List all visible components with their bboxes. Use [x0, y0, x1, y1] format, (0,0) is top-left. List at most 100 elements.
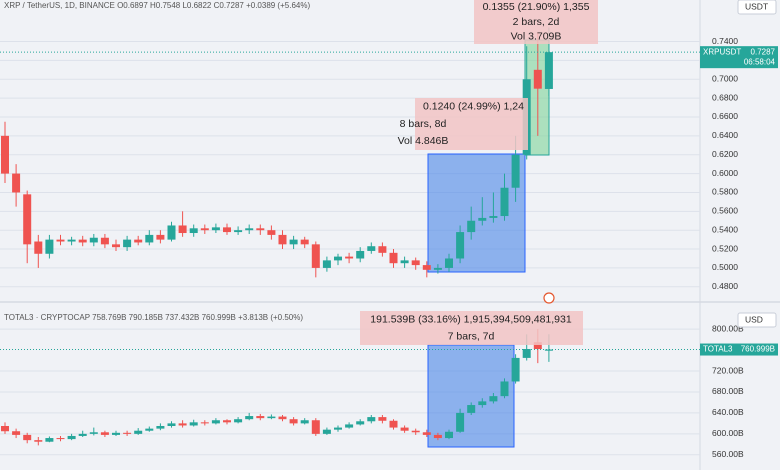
- candle-body: [145, 234, 154, 243]
- price-tag-countdown: 06:58:04: [744, 57, 776, 66]
- alert-icon: [543, 292, 555, 304]
- candle-body: [500, 187, 509, 217]
- axis-unit: USDT: [745, 1, 768, 11]
- measure-label: Vol 4.846B: [398, 135, 449, 147]
- candle-body: [56, 239, 65, 242]
- candle-body: [456, 412, 465, 432]
- candle-body: [289, 239, 298, 245]
- candle-body: [245, 228, 254, 231]
- candle-body: [433, 434, 442, 439]
- candle-body: [67, 435, 76, 440]
- y-tick-label: 800.00B: [712, 323, 744, 333]
- candle-body: [533, 342, 542, 349]
- candle-body: [345, 424, 354, 428]
- candle-body: [256, 416, 265, 419]
- measure-range: [427, 153, 526, 273]
- price-tag: [700, 343, 778, 356]
- candle-body: [12, 431, 21, 435]
- chart-header: XRP / TetherUS, 1D, BINANCE O0.6897 H0.7…: [4, 1, 310, 10]
- candle-body: [189, 422, 198, 426]
- axis-unit-box: [737, 0, 777, 15]
- candle-body: [322, 260, 331, 268]
- candle-body: [533, 69, 542, 89]
- candle-body: [511, 154, 520, 188]
- y-tick-label: 0.6200: [712, 149, 738, 159]
- measure-label: 0.1355 (21.90%) 1,355: [483, 1, 590, 13]
- y-tick-label: 0.4800: [712, 281, 738, 291]
- candle-body: [367, 246, 376, 251]
- candle-body: [123, 239, 132, 248]
- candle-body: [200, 228, 209, 231]
- candle-body: [544, 52, 553, 89]
- candle-body: [89, 237, 98, 243]
- y-tick-label: 640.00B: [712, 407, 744, 417]
- measure-label-box: [415, 98, 528, 150]
- measure-label: 8 bars, 8d: [400, 118, 447, 130]
- candle-body: [178, 225, 187, 234]
- candle-body: [278, 416, 287, 420]
- candle-body: [278, 234, 287, 245]
- candle-body: [378, 246, 387, 253]
- candle-body: [167, 225, 176, 240]
- candle-body: [67, 239, 76, 242]
- candle-body: [34, 241, 43, 254]
- candle-body: [289, 419, 298, 424]
- candle-body: [156, 426, 165, 429]
- candle-body: [356, 250, 365, 259]
- candle-body: [467, 405, 476, 413]
- candle-body: [1, 426, 9, 432]
- y-tick-label: 560.00B: [712, 449, 744, 459]
- candle-body: [112, 432, 120, 435]
- y-tick-label: 0.5800: [712, 187, 738, 197]
- candle-body: [211, 227, 220, 231]
- y-tick-label: 600.00B: [712, 428, 744, 438]
- candle-body: [23, 194, 32, 245]
- measure-range: [427, 344, 515, 448]
- candle-body: [234, 230, 243, 233]
- candle-body: [245, 416, 254, 420]
- candle-body: [445, 431, 453, 439]
- axis-unit: USD: [745, 314, 763, 324]
- candle-body: [134, 430, 143, 434]
- y-tick-label: 0.5200: [712, 243, 738, 253]
- measure-label: 191.539B (33.16%) 1,915,394,509,481,931: [370, 313, 572, 325]
- y-tick-label: 0.6000: [712, 168, 738, 178]
- candle-body: [445, 258, 453, 268]
- y-tick-label: 0.5400: [712, 224, 738, 234]
- candle-body: [167, 423, 176, 426]
- price-tag: [700, 46, 778, 69]
- price-tag-price: 0.7287: [751, 47, 776, 56]
- candle-body: [389, 420, 398, 428]
- candle-body: [311, 244, 320, 268]
- candle-body: [178, 423, 187, 426]
- candle-body: [78, 433, 87, 436]
- measure-label-box: [474, 0, 598, 44]
- measure-label: 0.1240 (24.99%) 1,24: [423, 100, 524, 112]
- candle-body: [45, 239, 54, 254]
- price-tag-symbol: TOTAL3: [703, 345, 733, 354]
- candle-body: [234, 419, 243, 423]
- price-tag-symbol: XRPUSDT: [703, 47, 741, 56]
- candle-body: [89, 432, 98, 434]
- candle-body: [411, 430, 420, 433]
- candle-body: [223, 420, 231, 423]
- candle-body: [422, 432, 431, 435]
- candle-body: [544, 349, 553, 351]
- measure-label-box: [360, 311, 583, 345]
- candle-body: [322, 429, 331, 434]
- candle-body: [400, 260, 409, 264]
- candle-body: [156, 234, 165, 240]
- candle-body: [200, 422, 209, 424]
- candle-body: [211, 420, 220, 424]
- candle-body: [511, 357, 520, 382]
- candle-body: [134, 239, 143, 243]
- candle-body: [500, 381, 509, 397]
- candle-body: [311, 420, 320, 434]
- candle-body: [12, 173, 21, 193]
- y-tick-label: 0.7400: [712, 36, 738, 46]
- candle-body: [300, 420, 309, 424]
- y-tick-label: 720.00B: [712, 365, 744, 375]
- candle-body: [45, 438, 54, 442]
- candle-body: [267, 230, 276, 235]
